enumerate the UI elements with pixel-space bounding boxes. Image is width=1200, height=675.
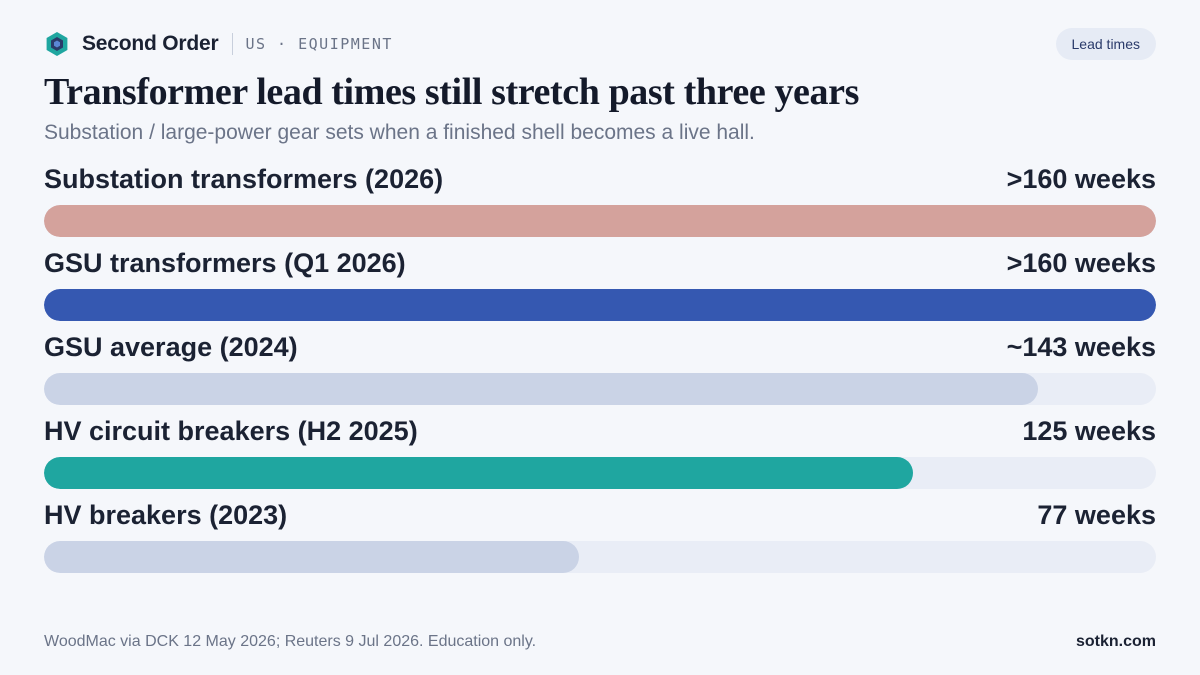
source-note: WoodMac via DCK 12 May 2026; Reuters 9 J… (44, 633, 537, 650)
bar-track (44, 205, 1156, 237)
category-label: HV circuit breakers (H2 2025) (44, 416, 418, 446)
category-label: Substation transformers (2026) (44, 164, 444, 194)
bar-row: HV breakers (2023) 77 weeks (44, 498, 1156, 582)
bar-row: GSU average (2024) ~143 weeks (44, 330, 1156, 414)
category-label: HV breakers (2023) (44, 500, 288, 530)
category-label: GSU average (2024) (44, 332, 298, 362)
chart-title: Transformer lead times still stretch pas… (44, 71, 859, 113)
bar (44, 205, 1156, 237)
bar (44, 373, 1038, 405)
bar-chart: Substation transformers (2026) >160 weeks… (44, 162, 1156, 582)
value-label: 77 weeks (1037, 500, 1156, 530)
site-url: sotkn.com (1075, 633, 1156, 650)
bar-track (44, 289, 1156, 321)
header-divider (232, 33, 234, 55)
bar-row: GSU transformers (Q1 2026) >160 weeks (44, 246, 1156, 330)
header: Second Order US · EQUIPMENT Lead times (44, 28, 1156, 60)
section-label: US · EQUIPMENT (245, 35, 393, 53)
bar (44, 289, 1156, 321)
chart-subtitle: Substation / large-power gear sets when … (44, 121, 755, 144)
topic-pill: Lead times (1055, 28, 1156, 60)
bar (44, 541, 580, 573)
value-label: 125 weeks (1022, 416, 1156, 446)
hexagon-logo-icon (46, 32, 68, 56)
brand-name: Second Order (82, 32, 219, 55)
category-label: GSU transformers (Q1 2026) (44, 248, 406, 278)
value-label: >160 weeks (1006, 164, 1156, 194)
bar-row: Substation transformers (2026) >160 weeks (44, 162, 1156, 246)
bar (44, 457, 913, 489)
bar-row: HV circuit breakers (H2 2025) 125 weeks (44, 414, 1156, 498)
bar-track (44, 373, 1156, 405)
value-label: ~143 weeks (1006, 332, 1156, 362)
footer: WoodMac via DCK 12 May 2026; Reuters 9 J… (44, 633, 1156, 651)
bar-track (44, 457, 1156, 489)
value-label: >160 weeks (1006, 248, 1156, 278)
bar-track (44, 541, 1156, 573)
